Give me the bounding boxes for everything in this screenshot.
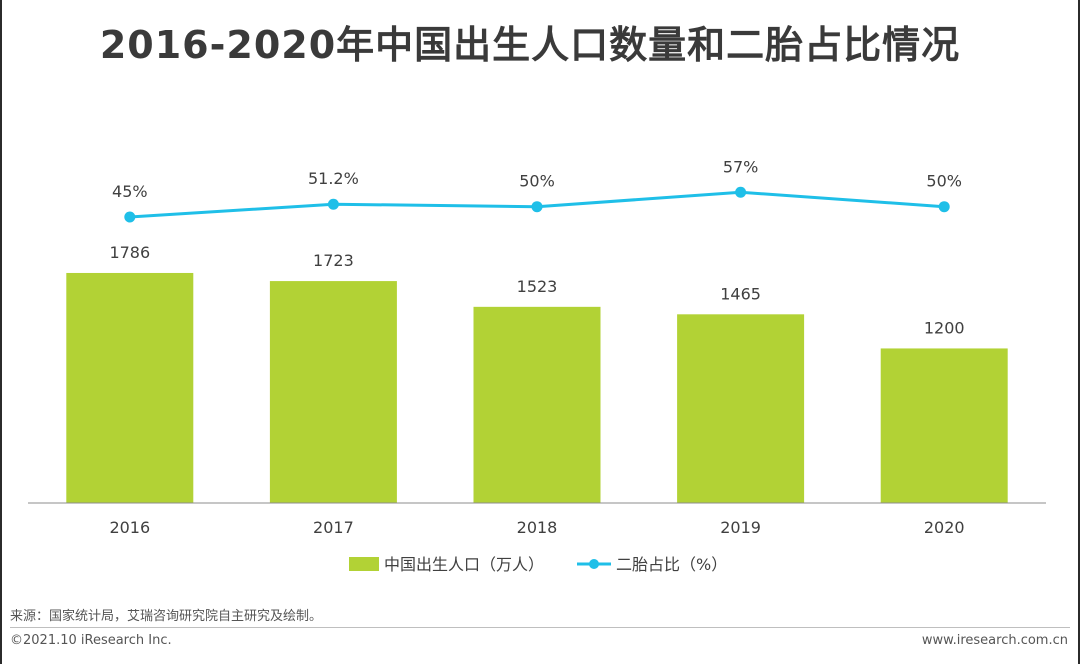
- bar-2020: [880, 348, 1008, 503]
- line-label-2019: 57%: [723, 157, 759, 176]
- chart-title: 2016-2020年中国出生人口数量和二胎占比情况: [99, 23, 961, 67]
- line-label-2018: 50%: [519, 172, 555, 191]
- line-point-2017: [327, 198, 339, 210]
- legend-swatch-line-marker: [589, 559, 599, 569]
- bar-2016: [66, 272, 194, 503]
- x-tick-2016: 2016: [109, 518, 150, 537]
- bar-2017: [269, 281, 397, 503]
- copyright-text: ©2021.10 iResearch Inc.: [10, 633, 172, 648]
- footer-divider: [10, 627, 1070, 628]
- line-label-2016: 45%: [112, 182, 148, 201]
- legend-label-bar: 中国出生人口（万人）: [384, 555, 544, 574]
- frame-right-edge: [1078, 0, 1080, 664]
- frame-left-edge: [0, 0, 2, 664]
- bar-label-2018: 1523: [517, 277, 558, 296]
- bar-2018: [473, 306, 601, 503]
- line-point-2019: [735, 186, 747, 198]
- combo-chart: 1786 2016 1723 2017 1523 2018 1465 2019 1200 2020…: [28, 157, 1046, 574]
- bar-label-2016: 1786: [109, 243, 150, 262]
- x-tick-2020: 2020: [924, 518, 965, 537]
- line-point-2016: [124, 211, 136, 223]
- bar-label-2017: 1723: [313, 251, 354, 270]
- legend-swatch-bar: [349, 557, 379, 571]
- line-point-2020: [938, 201, 950, 213]
- x-tick-2019: 2019: [720, 518, 761, 537]
- x-tick-2017: 2017: [313, 518, 354, 537]
- bar-label-2019: 1465: [720, 284, 761, 303]
- legend-label-line: 二胎占比（%）: [616, 555, 727, 574]
- line-label-2017: 51.2%: [308, 169, 359, 188]
- source-note: 来源：国家统计局，艾瑞咨询研究院自主研究及绘制。: [10, 609, 323, 624]
- website-link[interactable]: www.iresearch.com.cn: [921, 633, 1068, 648]
- bar-2019: [677, 314, 805, 503]
- line-point-2018: [531, 201, 543, 213]
- x-tick-2018: 2018: [517, 518, 558, 537]
- bar-label-2020: 1200: [924, 318, 965, 337]
- line-label-2020: 50%: [926, 172, 962, 191]
